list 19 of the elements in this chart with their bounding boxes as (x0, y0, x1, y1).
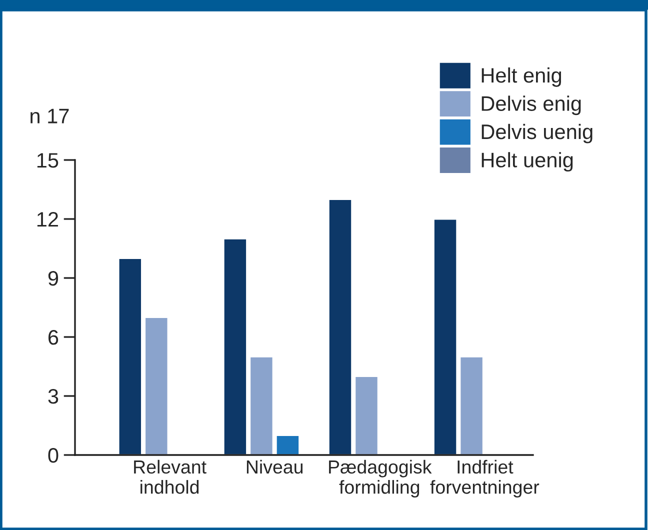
y-tick-label: 12 (37, 212, 58, 227)
y-tick-label: 9 (48, 271, 58, 286)
x-tick-label: Relevant indhold (134, 460, 206, 494)
y-axis-title: n 17 (30, 108, 69, 124)
legend-label: Delvis uenig (482, 124, 592, 144)
bar (275, 434, 300, 455)
bar (433, 218, 458, 455)
y-tick-label: 0 (48, 448, 58, 463)
legend-label: Delvis enig (482, 96, 581, 116)
y-tick-label: 6 (48, 330, 58, 345)
legend-label: Helt uenig (482, 152, 573, 172)
y-tick-label: 15 (37, 153, 58, 168)
bar (354, 376, 379, 455)
legend-label: Helt enig (482, 67, 562, 87)
bar (328, 198, 352, 455)
y-tick-label: 3 (48, 389, 58, 404)
x-tick-label: Niveau (246, 460, 303, 474)
x-tick-label: Indfriet forventninger (430, 460, 540, 498)
bar (459, 356, 484, 455)
